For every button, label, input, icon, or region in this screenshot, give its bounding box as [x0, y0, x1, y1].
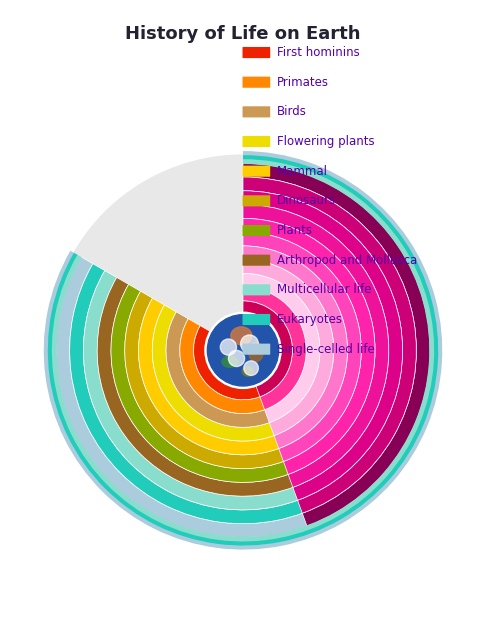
- Text: Arthropod and Mollusca: Arthropod and Mollusca: [277, 253, 417, 267]
- Wedge shape: [243, 218, 375, 475]
- Circle shape: [241, 335, 259, 353]
- Text: Primates: Primates: [277, 75, 329, 89]
- Wedge shape: [243, 273, 320, 423]
- Text: Single-celled life: Single-celled life: [277, 342, 375, 356]
- Circle shape: [208, 315, 278, 386]
- Ellipse shape: [249, 342, 263, 362]
- Text: Multicellular life: Multicellular life: [277, 283, 371, 297]
- Circle shape: [244, 361, 259, 376]
- Wedge shape: [193, 301, 293, 400]
- Circle shape: [228, 350, 244, 366]
- Wedge shape: [166, 273, 320, 427]
- Wedge shape: [243, 287, 306, 410]
- Wedge shape: [243, 163, 430, 526]
- Wedge shape: [139, 246, 347, 455]
- Wedge shape: [111, 218, 375, 483]
- Text: Flowering plants: Flowering plants: [277, 135, 375, 148]
- Wedge shape: [243, 205, 389, 488]
- Wedge shape: [180, 287, 306, 413]
- Wedge shape: [97, 205, 389, 496]
- Circle shape: [48, 155, 438, 546]
- Ellipse shape: [222, 356, 238, 367]
- Wedge shape: [243, 301, 293, 397]
- Text: Mammal: Mammal: [277, 164, 328, 178]
- Wedge shape: [243, 191, 402, 501]
- Wedge shape: [152, 260, 334, 441]
- Wedge shape: [243, 246, 347, 449]
- Text: Eukaryotes: Eukaryotes: [277, 313, 343, 326]
- Circle shape: [220, 339, 237, 355]
- Text: First hominins: First hominins: [277, 46, 360, 59]
- Wedge shape: [125, 232, 361, 468]
- Wedge shape: [69, 177, 417, 523]
- Wedge shape: [56, 163, 430, 538]
- Ellipse shape: [231, 327, 252, 345]
- Wedge shape: [243, 232, 361, 462]
- Wedge shape: [48, 155, 438, 546]
- Text: Dinosaurs: Dinosaurs: [277, 194, 336, 208]
- Ellipse shape: [242, 366, 254, 376]
- Text: Birds: Birds: [277, 105, 307, 119]
- Wedge shape: [243, 177, 417, 513]
- Text: History of Life on Earth: History of Life on Earth: [125, 25, 361, 43]
- Circle shape: [205, 312, 281, 388]
- Circle shape: [46, 153, 440, 547]
- Wedge shape: [84, 191, 402, 510]
- Text: Plants: Plants: [277, 224, 313, 237]
- Wedge shape: [243, 260, 334, 436]
